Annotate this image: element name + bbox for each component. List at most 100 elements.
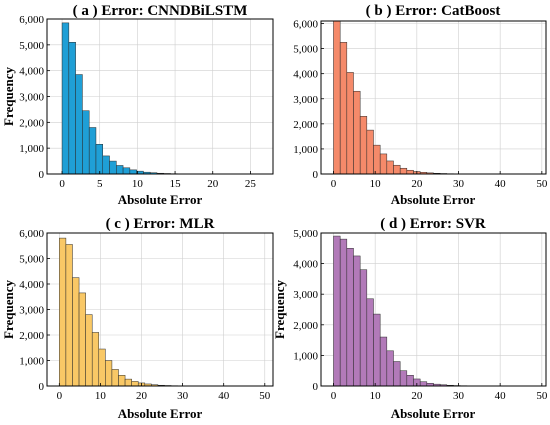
y-tick-label: 1,000 <box>19 356 44 368</box>
y-tick-label: 1,000 <box>293 144 318 156</box>
y-tick-label: 4,000 <box>293 69 318 81</box>
histogram-bar <box>333 235 341 387</box>
chart-title: ( a ) Error: CNNDBiLSTM <box>73 3 248 19</box>
histogram-bar <box>111 369 119 387</box>
y-tick-label: 0 <box>39 381 45 393</box>
x-tick-label: 0 <box>331 390 337 402</box>
x-tick-label: 0 <box>331 178 337 190</box>
histogram-bar <box>333 20 341 175</box>
x-axis-label: Absolute Error <box>118 192 203 207</box>
histogram-bar <box>373 313 381 387</box>
histogram-bar <box>85 314 93 387</box>
y-tick-label: 2,000 <box>19 330 44 342</box>
histogram-bar <box>78 292 86 387</box>
y-tick-label: 5,000 <box>293 44 318 56</box>
histogram-bar <box>339 42 348 175</box>
axes-frame <box>320 20 547 175</box>
y-axis-label: Frequency <box>1 67 16 126</box>
x-tick-label: 30 <box>177 390 189 402</box>
histogram-bar <box>91 332 100 387</box>
histogram-bar <box>72 277 80 387</box>
histogram-bar <box>116 165 124 175</box>
histogram-bar <box>95 144 103 175</box>
y-tick-label: 0 <box>313 169 319 181</box>
histogram-bar <box>399 370 408 387</box>
histogram-bar <box>353 255 361 387</box>
histogram-bar <box>366 298 374 387</box>
histogram-bar <box>75 74 83 175</box>
x-tick-label: 0 <box>57 390 63 402</box>
x-tick-label: 50 <box>536 390 548 402</box>
x-tick-label: 50 <box>259 390 271 402</box>
histogram-bar <box>366 129 374 175</box>
y-tick-label: 3,000 <box>19 305 44 317</box>
histogram-bar <box>399 167 408 175</box>
x-tick-label: 10 <box>132 178 144 190</box>
histogram-bar <box>393 164 401 175</box>
x-tick-label: 25 <box>245 178 257 190</box>
histogram-bar <box>359 116 368 175</box>
chart-title: ( b ) Error: CatBoost <box>366 3 501 19</box>
histogram-bar <box>118 375 126 387</box>
histogram-bar <box>379 153 388 175</box>
x-tick-label: 20 <box>207 178 219 190</box>
histogram-bar <box>393 361 401 387</box>
y-tick-label: 4,000 <box>19 279 44 291</box>
y-tick-label: 6,000 <box>19 14 44 26</box>
axes-frame <box>320 232 547 387</box>
y-tick-label: 6,000 <box>293 19 318 31</box>
y-tick-label: 3,000 <box>293 94 318 106</box>
histogram-bar <box>339 238 348 387</box>
x-tick-label: 10 <box>95 390 107 402</box>
x-tick-label: 10 <box>370 390 382 402</box>
y-tick-label: 0 <box>313 381 319 393</box>
x-tick-label: 40 <box>218 390 230 402</box>
histogram-bar <box>386 160 394 175</box>
x-tick-label: 0 <box>59 178 65 190</box>
chart-title: ( c ) Error: MLR <box>106 216 215 232</box>
x-tick-label: 20 <box>411 390 423 402</box>
x-axis-label: Absolute Error <box>391 406 476 421</box>
histogram-bar <box>59 237 67 387</box>
chart-title: ( d ) Error: SVR <box>380 216 486 232</box>
y-tick-label: 1,000 <box>19 143 44 155</box>
y-tick-label: 1,000 <box>293 350 318 362</box>
y-axis-label: Frequency <box>1 280 16 339</box>
x-tick-label: 50 <box>536 178 548 190</box>
x-tick-label: 30 <box>453 178 465 190</box>
x-tick-label: 40 <box>495 178 507 190</box>
histogram-bar <box>406 375 414 387</box>
x-axis-label: Absolute Error <box>118 406 203 421</box>
y-tick-label: 3,000 <box>19 92 44 104</box>
x-tick-label: 40 <box>495 390 507 402</box>
y-tick-label: 6,000 <box>19 228 44 240</box>
histogram-bar <box>61 22 70 175</box>
histogram-bar <box>102 155 110 175</box>
y-tick-label: 4,000 <box>19 66 44 78</box>
x-tick-label: 30 <box>453 390 465 402</box>
histogram-bar <box>359 269 368 387</box>
chart-panel-a: 0 5 10 15 20 25 0 1,000 2,000 3,000 4,000 5,000 6,00… <box>1 3 274 207</box>
histogram-bar <box>386 350 394 387</box>
histogram-bar <box>65 244 73 387</box>
y-tick-label: 5,000 <box>293 228 318 240</box>
x-tick-label: 20 <box>136 390 148 402</box>
histogram-bar <box>129 169 137 175</box>
histogram-bar <box>373 144 381 175</box>
histogram-bar <box>98 348 106 387</box>
histogram-bar <box>88 127 97 175</box>
histogram-bar <box>379 336 388 387</box>
chart-panel-b: 0 10 20 30 40 50 0 1,000 2,000 3,000 4,000 5,000 6,0… <box>293 3 548 207</box>
x-tick-label: 20 <box>411 178 423 190</box>
y-axis-label: Frequency <box>272 280 287 339</box>
chart-panel-d: 0 10 20 30 40 50 0 1,000 2,000 3,000 4,000 5,000 ( … <box>272 216 548 421</box>
histogram-bar <box>109 160 117 175</box>
y-tick-label: 2,000 <box>293 320 318 332</box>
y-tick-label: 5,000 <box>19 40 44 52</box>
histogram-bar <box>419 381 428 387</box>
histogram-bar <box>346 248 354 387</box>
histogram-bar <box>68 42 76 175</box>
histogram-bar <box>105 360 113 387</box>
y-tick-label: 0 <box>39 169 45 181</box>
